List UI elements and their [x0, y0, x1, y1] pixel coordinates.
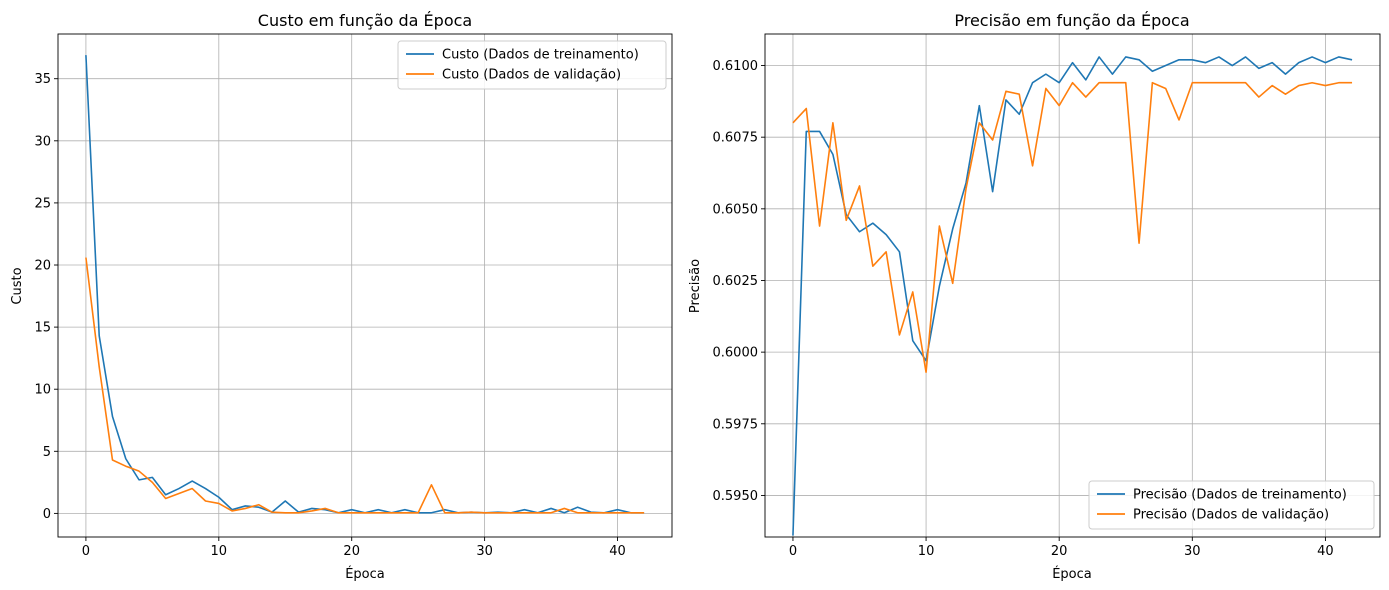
cost-chart-title: Custo em função da Época: [258, 11, 472, 30]
accuracy-legend-box: [1088, 480, 1375, 530]
cost-y-tick-label: 15: [34, 321, 51, 336]
accuracy-legend-label: Precisão (Dados de validação): [1133, 508, 1329, 523]
cost-y-tick-label: 20: [34, 259, 51, 274]
cost-series-line-validation: [85, 257, 645, 514]
cost-y-tick-label: 25: [34, 196, 51, 211]
accuracy-y-tick-label: 0.6025: [713, 274, 759, 289]
cost-x-tick-label: 40: [609, 544, 626, 559]
cost-x-tick-label: 10: [211, 544, 228, 559]
cost-chart-panel: Custo em função da Época Época Custo 0 10…: [10, 11, 673, 582]
accuracy-chart-title: Precisão em função da Época: [954, 11, 1189, 30]
accuracy-y-tick-label: 0.5950: [713, 489, 759, 504]
cost-y-tick-label: 5: [43, 445, 51, 460]
cost-chart-xlabel: Época: [345, 566, 385, 582]
cost-x-tick-label: 20: [343, 544, 360, 559]
accuracy-y-tick-label: 0.6100: [713, 59, 759, 74]
accuracy-grid: [765, 34, 1380, 537]
accuracy-x-tick-label: 0: [789, 544, 797, 559]
cost-x-tick-label: 0: [82, 544, 90, 559]
accuracy-y-tick-label: 0.6050: [713, 202, 759, 217]
cost-legend-label: Custo (Dados de validação): [442, 68, 621, 83]
cost-chart-ylabel: Custo: [10, 267, 25, 304]
accuracy-x-tick-label: 20: [1051, 544, 1068, 559]
cost-legend-box: [397, 40, 667, 90]
accuracy-axes-frame: [764, 33, 1381, 538]
cost-series-line-train: [85, 55, 645, 514]
cost-legend: Custo (Dados de treinamento) Custo (Dados…: [397, 40, 667, 90]
accuracy-y-tick-label: 0.6075: [713, 131, 759, 146]
cost-y-tick-label: 10: [34, 383, 51, 398]
cost-y-tick-label: 35: [34, 72, 51, 87]
cost-x-tick-label: 30: [476, 544, 493, 559]
accuracy-legend: Precisão (Dados de treinamento) Precisão …: [1088, 480, 1375, 530]
accuracy-series-line-train: [792, 56, 1353, 536]
accuracy-chart-panel: Precisão em função da Época Época Precis…: [688, 11, 1381, 582]
accuracy-chart-xlabel: Época: [1052, 566, 1092, 582]
cost-grid: [58, 34, 672, 537]
accuracy-x-tick-label: 30: [1184, 544, 1201, 559]
accuracy-series-line-validation: [792, 81, 1353, 374]
accuracy-y-tick-label: 0.6000: [713, 346, 759, 361]
accuracy-x-tick-label: 40: [1317, 544, 1334, 559]
accuracy-x-tick-label: 10: [918, 544, 935, 559]
cost-y-tick-label: 0: [43, 507, 51, 522]
cost-legend-label: Custo (Dados de treinamento): [442, 48, 639, 63]
accuracy-chart-ylabel: Precisão: [688, 259, 703, 313]
accuracy-y-tick-label: 0.5975: [713, 417, 759, 432]
accuracy-legend-label: Precisão (Dados de treinamento): [1133, 488, 1347, 503]
cost-axes-frame: [57, 33, 673, 538]
cost-y-tick-label: 30: [34, 134, 51, 149]
